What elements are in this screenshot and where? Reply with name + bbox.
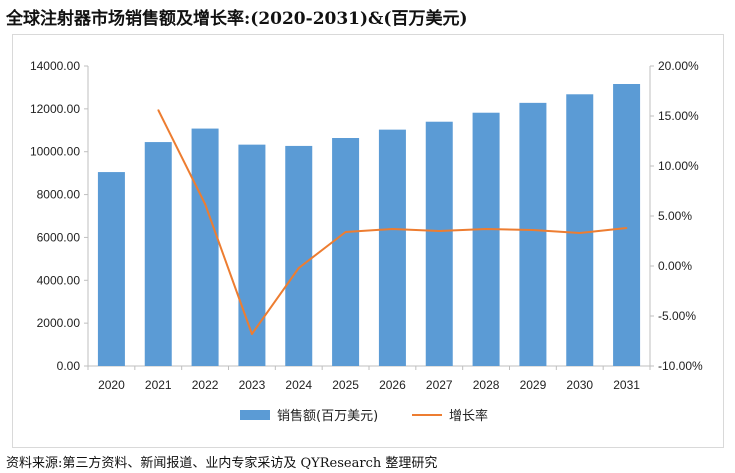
growth-rate-point [157, 109, 160, 111]
left-tick-label: 12000.00 [30, 102, 80, 116]
growth-rate-point [344, 231, 347, 233]
legend-label-sales: 销售额(百万美元) [277, 408, 378, 424]
legend: 销售额(百万美元) 增长率 [240, 408, 488, 424]
growth-rate-point [625, 227, 628, 229]
left-tick-label: 0.00 [57, 359, 81, 373]
growth-rate-point [391, 228, 394, 230]
x-tick-label: 2025 [332, 378, 359, 392]
x-tick-label: 2021 [145, 378, 172, 392]
left-tick-label: 2000.00 [37, 316, 81, 330]
growth-line-group [157, 109, 628, 335]
x-tick-label: 2030 [566, 378, 593, 392]
growth-rate-point [251, 333, 253, 335]
sales-bar [238, 144, 266, 366]
sales-bar [378, 129, 406, 366]
left-tick-label: 8000.00 [37, 188, 81, 202]
sales-bar [472, 112, 500, 366]
right-tick-label: 0.00% [658, 259, 692, 273]
sales-bar [97, 172, 125, 366]
x-tick-label: 2022 [192, 378, 219, 392]
sales-bar [566, 94, 594, 367]
x-tick-label: 2024 [285, 378, 312, 392]
x-tick-label: 2031 [613, 378, 640, 392]
right-tick-label: 15.00% [658, 109, 699, 123]
x-tick-label: 2029 [520, 378, 547, 392]
sales-bar [519, 102, 547, 366]
x-tick-label: 2020 [98, 378, 125, 392]
axes-group: 0.00 2000.00 4000.00 6000.00 8000.00 10000.00… [30, 59, 703, 392]
right-tick-label: -5.00% [658, 309, 696, 323]
growth-rate-point [297, 267, 300, 269]
x-tick-label: 2027 [426, 378, 453, 392]
x-tick-label: 2026 [379, 378, 406, 392]
legend-swatch-sales [240, 410, 270, 420]
left-tick-label: 14000.00 [30, 59, 80, 73]
growth-rate-point [438, 230, 441, 232]
legend-label-growth: 增长率 [449, 408, 488, 424]
sales-bar [613, 84, 641, 366]
growth-rate-point [532, 229, 534, 231]
sales-bar [332, 138, 360, 366]
chart-frame [12, 34, 724, 448]
growth-rate-point [204, 203, 206, 205]
right-tick-label: 20.00% [658, 59, 699, 73]
source-note: 资料来源:第三方资料、新闻报道、业内专家采访及 QYResearch 整理研究 [6, 456, 438, 471]
x-tick-label: 2028 [473, 378, 500, 392]
growth-rate-point [578, 232, 581, 234]
x-tick-label: 2023 [239, 378, 266, 392]
bars-group [97, 84, 641, 367]
right-tick-label: 5.00% [658, 209, 692, 223]
left-tick-label: 4000.00 [37, 273, 81, 287]
chart-title: 全球注射器市场销售额及增长率:(2020-2031)&(百万美元) [6, 9, 468, 29]
right-tick-label: 10.00% [658, 159, 699, 173]
growth-rate-point [485, 228, 487, 230]
sales-bar [191, 128, 219, 366]
right-tick-label: -10.00% [658, 359, 703, 373]
sales-bar [425, 121, 453, 366]
left-tick-label: 10000.00 [30, 145, 80, 159]
sales-bar [285, 145, 313, 366]
left-tick-label: 6000.00 [37, 230, 81, 244]
sales-bar [144, 142, 172, 366]
